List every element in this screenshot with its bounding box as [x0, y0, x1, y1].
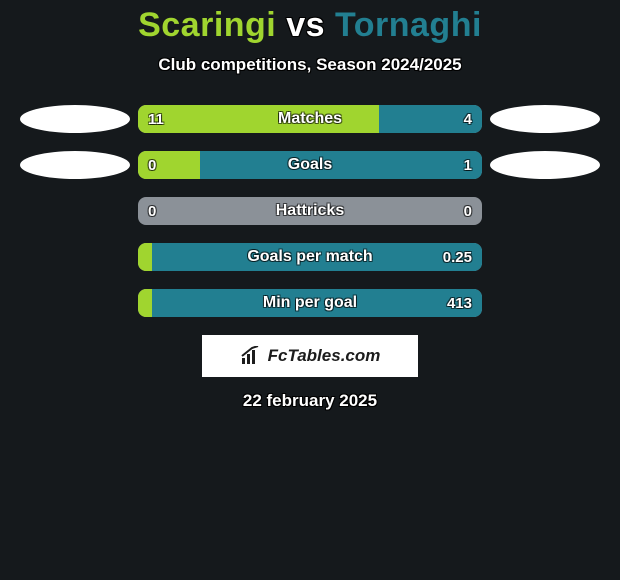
left-avatar-ellipse: [20, 105, 130, 133]
bar-right-fill: [152, 289, 482, 317]
right-avatar-ellipse: [490, 151, 600, 179]
branding-box: FcTables.com: [202, 335, 418, 377]
comparison-infographic: Scaringi vs Tornaghi Club competitions, …: [0, 0, 620, 411]
left-avatar-ellipse: [20, 151, 130, 179]
stat-row: 413Min per goal: [0, 289, 620, 317]
bar-left-fill: [138, 105, 379, 133]
player-a-name: Scaringi: [138, 6, 276, 44]
subtitle: Club competitions, Season 2024/2025: [0, 55, 620, 75]
bar-label: Hattricks: [138, 197, 482, 225]
stat-rows: 114Matches 01Goals 0 0Hattricks 0.25Goals pe…: [0, 105, 620, 317]
date-text: 22 february 2025: [0, 391, 620, 411]
stat-row: 0.25Goals per match: [0, 243, 620, 271]
stat-bar: 114Matches: [138, 105, 482, 133]
branding-text: FcTables.com: [268, 346, 381, 366]
bar-right-fill: [379, 105, 482, 133]
stat-row: 0 0Hattricks: [0, 197, 620, 225]
right-avatar-ellipse: [490, 105, 600, 133]
bar-left-fill: [138, 243, 152, 271]
stat-bar: 413Min per goal: [138, 289, 482, 317]
stat-bar: 01Goals: [138, 151, 482, 179]
title-vs: vs: [286, 6, 325, 44]
stat-bar: 0.25Goals per match: [138, 243, 482, 271]
stat-bar: 0 0Hattricks: [138, 197, 482, 225]
stat-row: 114Matches: [0, 105, 620, 133]
bar-left-value: 0: [148, 197, 156, 225]
player-b-name: Tornaghi: [335, 6, 482, 44]
bar-right-value: 0: [464, 197, 472, 225]
page-title: Scaringi vs Tornaghi: [0, 6, 620, 45]
chart-icon: [240, 346, 262, 366]
bar-left-fill: [138, 289, 152, 317]
bar-left-fill: [138, 151, 200, 179]
bar-right-fill: [152, 243, 482, 271]
bar-right-fill: [200, 151, 482, 179]
stat-row: 01Goals: [0, 151, 620, 179]
